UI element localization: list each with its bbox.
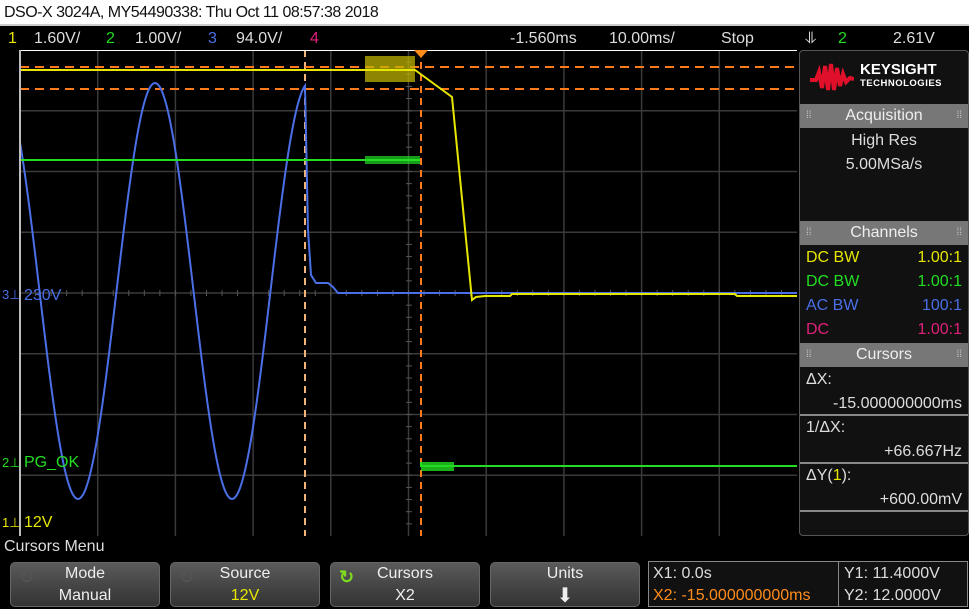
ch1-number[interactable]: 1 [8, 30, 17, 47]
y1-readout: Y1: 11.4000V [844, 565, 940, 582]
dy-label: ΔY(1): [800, 464, 968, 488]
ch4-coupling: DC [806, 321, 830, 338]
acquisition-header[interactable]: Acquisition [800, 104, 968, 128]
ch1-coupling: DC BW [806, 249, 860, 266]
source-value: 12V [230, 587, 260, 604]
ch3-label: 230V [24, 287, 62, 304]
dy-label-pre: ΔY( [806, 467, 833, 484]
inv-dx-value: +66.667Hz [800, 440, 968, 464]
menu-title: Cursors Menu [4, 538, 105, 555]
ch3-number[interactable]: 3 [208, 30, 217, 47]
ch1-trace [20, 69, 797, 302]
ch1-label: 12V [24, 514, 53, 531]
channel-row-4: DC 1.00:1 [800, 318, 968, 342]
acq-rate: 5.00MSa/s [845, 156, 923, 173]
cursor-readout: X1: 0.0s X2: -15.000000000ms Y1: 11.4000… [648, 561, 968, 607]
trigger-level[interactable]: 2.61V [893, 30, 935, 47]
ch1-ground-marker[interactable]: 1⊥ [2, 515, 21, 530]
dx-label: ΔX: [806, 371, 832, 388]
ch2-ground-marker[interactable]: 2⊥ [2, 455, 21, 470]
dy-label-channel: 1 [832, 467, 842, 484]
acq-mode: High Res [851, 132, 917, 149]
ch3-scale[interactable]: 94.0V/ [236, 30, 283, 47]
ch3-coupling: AC BW [806, 297, 859, 314]
mode-value: Manual [58, 587, 112, 604]
status-bar: 1 1.60V/ 2 1.00V/ 3 94.0V/ 4 -1.560ms 10… [0, 27, 969, 50]
trigger-source[interactable]: 2 [838, 30, 847, 47]
channels-header[interactable]: Channels [800, 221, 968, 245]
dx-value: -15.000000000ms [800, 392, 968, 416]
horizontal-delay[interactable]: -1.560ms [510, 30, 577, 47]
dy-value: +600.00mV [800, 488, 968, 512]
timebase[interactable]: 10.00ms/ [609, 30, 675, 47]
logo-brand: KEYSIGHT [860, 61, 937, 78]
traces [19, 56, 797, 501]
channel-row-2: DC BW 1.00:1 [800, 270, 968, 294]
falling-edge-trigger-icon: ⥥ [805, 30, 817, 47]
ch2-probe: 1.00:1 [917, 273, 962, 290]
ch3-probe: 100:1 [921, 297, 962, 314]
rotate-knob-active-icon: ↻ [339, 567, 355, 587]
logo-sub: TECHNOLOGIES [860, 78, 943, 89]
x2-readout: X2: -15.000000000ms [653, 587, 811, 604]
keysight-wave-icon [810, 63, 854, 91]
channel-row-3: AC BW 100:1 [800, 294, 968, 318]
ch2-number[interactable]: 2 [106, 30, 115, 47]
ch4-number[interactable]: 4 [310, 30, 319, 47]
run-state[interactable]: Stop [721, 30, 754, 47]
dy-label-post: ): [841, 467, 852, 484]
ch1-probe: 1.00:1 [917, 249, 962, 266]
channel-row-1: DC BW 1.00:1 [800, 246, 968, 270]
units-label: Units [546, 565, 584, 582]
source-label: Source [219, 565, 271, 582]
waveform-display[interactable]: 3⊥ 230V 2⊥ PG_OK 1⊥ 12V [0, 50, 798, 536]
mode-label: Mode [64, 565, 106, 582]
ch2-scale[interactable]: 1.00V/ [135, 30, 182, 47]
x1-readout: X1: 0.0s [653, 565, 712, 582]
inv-dx-label: 1/ΔX: [806, 419, 846, 436]
window-title: DSO-X 3024A, MY54490338: Thu Oct 11 08:5… [0, 0, 969, 26]
ch4-probe: 1.00:1 [917, 321, 962, 338]
rotate-knob-icon: ↻ [19, 567, 35, 587]
keysight-logo: KEYSIGHT TECHNOLOGIES [800, 51, 968, 103]
ch2-noise-band [365, 156, 420, 164]
units-softkey[interactable]: Units ⬇ [490, 562, 640, 607]
cursors-label: Cursors [376, 565, 433, 582]
ch3-ground-marker[interactable]: 3⊥ [2, 287, 21, 302]
ch2-coupling: DC BW [806, 273, 860, 290]
arrow-down-icon: ⬇ [556, 585, 574, 607]
cursors-value: X2 [395, 587, 415, 604]
trigger-position-marker [414, 50, 428, 58]
ch1-scale[interactable]: 1.60V/ [34, 30, 81, 47]
cursors-softkey[interactable]: ↻ Cursors X2 [330, 562, 480, 607]
rotate-knob-icon: ↻ [179, 567, 195, 587]
ch2-label: PG_OK [24, 454, 79, 471]
source-softkey[interactable]: ↻ Source 12V [170, 562, 320, 607]
cursors-header[interactable]: Cursors [800, 343, 968, 367]
y2-readout: Y2: 12.0000V [844, 587, 941, 604]
mode-softkey[interactable]: ↻ Mode Manual [10, 562, 160, 607]
ch2-trace-low [420, 462, 797, 467]
ch3-trace [19, 81, 797, 501]
